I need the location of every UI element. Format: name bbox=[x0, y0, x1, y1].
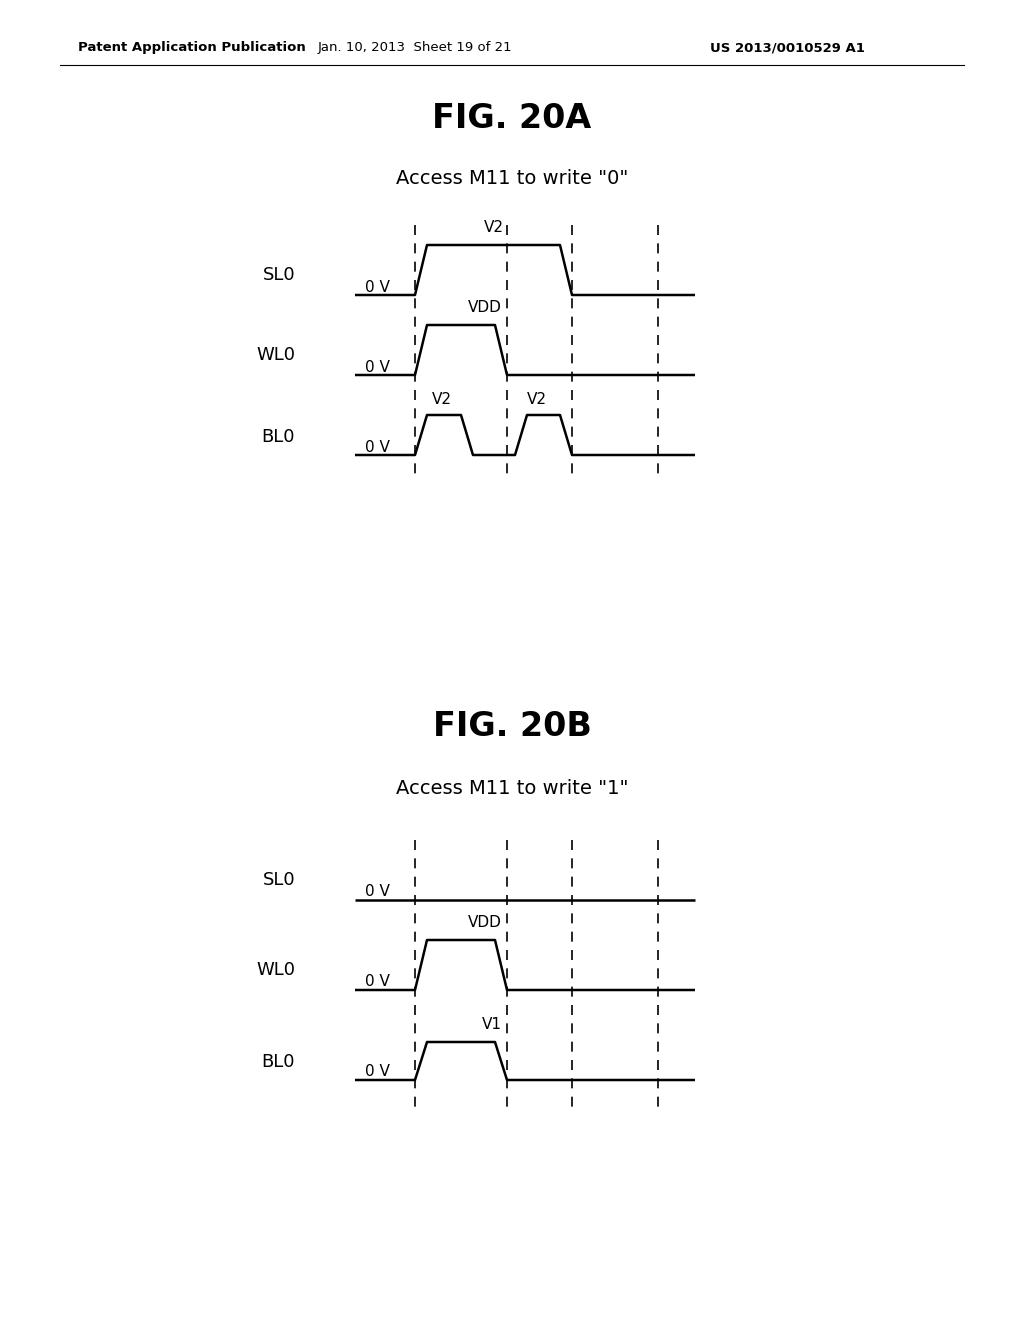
Text: 0 V: 0 V bbox=[365, 440, 390, 454]
Text: V1: V1 bbox=[482, 1016, 502, 1032]
Text: 0 V: 0 V bbox=[365, 884, 390, 899]
Text: Patent Application Publication: Patent Application Publication bbox=[78, 41, 306, 54]
Text: V2: V2 bbox=[527, 392, 547, 407]
Text: 0 V: 0 V bbox=[365, 974, 390, 990]
Text: WL0: WL0 bbox=[256, 346, 295, 364]
Text: US 2013/0010529 A1: US 2013/0010529 A1 bbox=[710, 41, 865, 54]
Text: V2: V2 bbox=[483, 220, 504, 235]
Text: BL0: BL0 bbox=[261, 1053, 295, 1071]
Text: 0 V: 0 V bbox=[365, 359, 390, 375]
Text: FIG. 20A: FIG. 20A bbox=[432, 102, 592, 135]
Text: BL0: BL0 bbox=[261, 428, 295, 446]
Text: FIG. 20B: FIG. 20B bbox=[432, 710, 592, 742]
Text: SL0: SL0 bbox=[262, 871, 295, 888]
Text: VDD: VDD bbox=[468, 915, 502, 931]
Text: 0 V: 0 V bbox=[365, 280, 390, 294]
Text: Access M11 to write "0": Access M11 to write "0" bbox=[396, 169, 628, 187]
Text: VDD: VDD bbox=[468, 300, 502, 315]
Text: Access M11 to write "1": Access M11 to write "1" bbox=[395, 779, 629, 797]
Text: 0 V: 0 V bbox=[365, 1064, 390, 1080]
Text: V2: V2 bbox=[432, 392, 452, 407]
Text: WL0: WL0 bbox=[256, 961, 295, 979]
Text: SL0: SL0 bbox=[262, 267, 295, 284]
Text: Jan. 10, 2013  Sheet 19 of 21: Jan. 10, 2013 Sheet 19 of 21 bbox=[317, 41, 512, 54]
